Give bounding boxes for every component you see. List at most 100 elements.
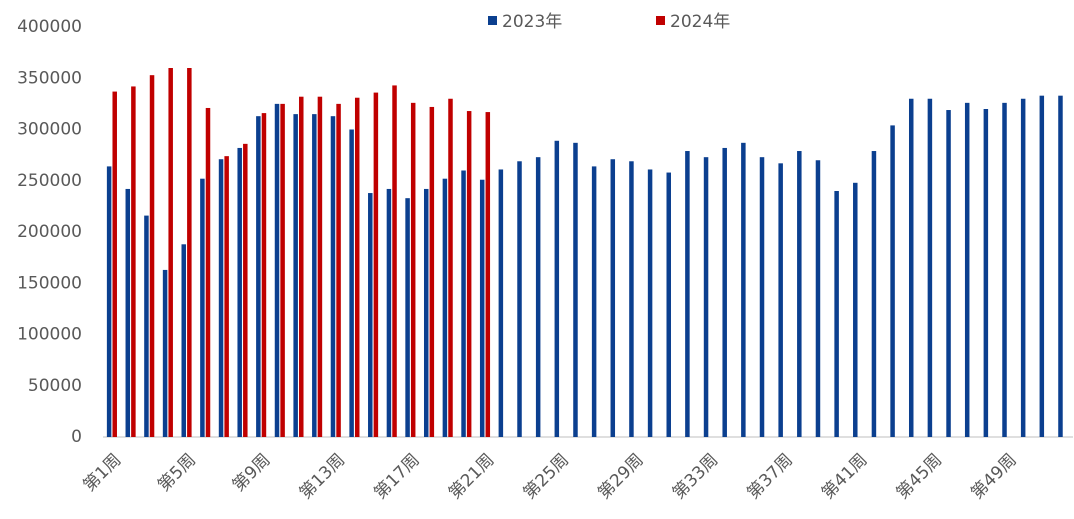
bar	[666, 172, 671, 438]
y-tick-label: 100000	[17, 325, 82, 345]
bar	[112, 91, 117, 437]
bar	[853, 182, 858, 437]
y-tick-label: 0	[71, 427, 82, 447]
y-tick-label: 300000	[17, 120, 82, 140]
bar	[778, 163, 783, 437]
bar	[368, 193, 373, 437]
bar	[797, 151, 802, 437]
bar	[336, 103, 341, 437]
bar	[466, 111, 472, 438]
x-tick-label: 第13周	[296, 450, 349, 503]
bar	[256, 116, 261, 438]
bar	[106, 166, 112, 437]
bar	[890, 125, 895, 438]
bar	[131, 86, 136, 437]
bar	[392, 85, 397, 438]
bar	[535, 157, 541, 438]
x-tick-label: 第41周	[818, 450, 871, 503]
bar	[610, 159, 616, 437]
x-tick-label: 第33周	[669, 450, 722, 503]
bar	[405, 198, 410, 437]
y-tick-label: 200000	[17, 222, 82, 242]
bar	[386, 188, 392, 437]
bar	[485, 112, 491, 437]
y-tick-label: 400000	[17, 17, 82, 37]
x-tick-label: 第17周	[370, 450, 423, 503]
bar	[629, 161, 634, 437]
y-tick-label: 50000	[28, 376, 82, 396]
bar	[647, 169, 653, 437]
bar	[448, 98, 453, 437]
bar	[237, 147, 242, 437]
x-tick-label: 第29周	[594, 450, 647, 503]
y-tick-label: 250000	[17, 171, 82, 191]
bar	[479, 179, 485, 437]
x-tick-label: 第5周	[154, 450, 200, 496]
x-tick-label: 第45周	[893, 450, 946, 503]
bar	[815, 160, 821, 437]
bar	[410, 102, 416, 437]
bar	[312, 114, 317, 437]
bar	[205, 107, 211, 437]
bar	[144, 215, 149, 437]
bar	[349, 129, 354, 437]
bar	[834, 191, 839, 437]
bar	[983, 109, 989, 437]
legend-label: 2023年	[502, 12, 562, 32]
bar	[181, 244, 186, 437]
legend-label: 2024年	[670, 12, 730, 32]
bar	[261, 113, 267, 437]
bar	[964, 102, 970, 437]
x-tick-label: 第9周	[229, 450, 275, 496]
bar	[741, 142, 746, 437]
bar	[573, 142, 578, 437]
bar	[759, 157, 765, 438]
bar	[299, 96, 304, 437]
bar	[373, 92, 379, 437]
bar	[354, 97, 360, 437]
bar	[168, 68, 173, 437]
bar	[1058, 95, 1063, 438]
y-tick-label: 350000	[17, 68, 82, 88]
bar	[162, 269, 168, 437]
bar	[330, 116, 336, 438]
x-tick-label: 第49周	[967, 450, 1020, 503]
bar	[591, 166, 597, 437]
bar	[703, 157, 709, 438]
bar	[280, 103, 285, 437]
bar	[722, 147, 727, 437]
bar	[685, 151, 690, 437]
bar	[1020, 98, 1026, 437]
bar	[149, 75, 155, 438]
bar	[200, 178, 205, 437]
bar	[1039, 95, 1045, 438]
bar	[423, 188, 429, 437]
bar	[218, 159, 224, 437]
x-tick-label: 第37周	[743, 450, 796, 503]
bar	[442, 178, 448, 437]
bar	[243, 143, 248, 437]
bar	[498, 169, 504, 437]
bar	[224, 156, 229, 437]
x-tick-label: 第25周	[520, 450, 573, 503]
bar	[125, 188, 131, 437]
bar	[429, 106, 435, 437]
bar	[317, 96, 323, 437]
bar	[293, 114, 298, 437]
bar	[461, 170, 466, 437]
bar	[871, 151, 877, 437]
bar	[927, 98, 933, 437]
legend-swatch	[488, 16, 497, 25]
bar	[274, 103, 280, 437]
bar	[517, 161, 522, 437]
x-tick-label: 第21周	[445, 450, 498, 503]
bar	[187, 68, 192, 437]
bar	[908, 98, 914, 437]
bar	[946, 110, 951, 438]
legend-swatch	[656, 16, 665, 25]
y-tick-label: 150000	[17, 273, 82, 293]
bar	[554, 140, 560, 437]
x-tick-label: 第1周	[80, 450, 126, 496]
bar	[1002, 102, 1007, 437]
